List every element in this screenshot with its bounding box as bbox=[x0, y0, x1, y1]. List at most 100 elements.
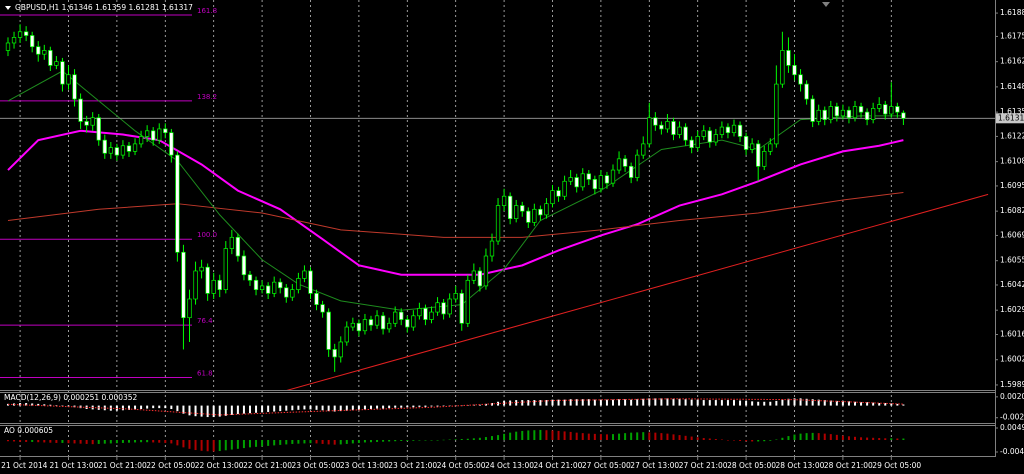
macd-bar bbox=[194, 405, 197, 417]
candle-body bbox=[453, 293, 458, 300]
candle-body bbox=[447, 298, 452, 315]
candle-body bbox=[151, 130, 156, 141]
y-tick-label: 0.00490 bbox=[1000, 423, 1024, 432]
macd-bar bbox=[799, 398, 802, 406]
ao-bar bbox=[412, 439, 415, 441]
ao-bar bbox=[841, 435, 844, 440]
macd-bar bbox=[739, 400, 742, 406]
macd-bar bbox=[261, 405, 264, 413]
macd-bar bbox=[569, 399, 572, 406]
x-tick-label: 21 Oct 21:00 bbox=[98, 461, 147, 470]
ao-bar bbox=[31, 439, 34, 442]
candle-body bbox=[417, 307, 422, 317]
ao-bar bbox=[394, 439, 397, 442]
candle-body bbox=[193, 270, 198, 300]
candle-body bbox=[707, 130, 712, 143]
ao-bar bbox=[872, 437, 875, 440]
ao-bar bbox=[351, 439, 354, 444]
macd-bar bbox=[43, 404, 46, 406]
macd-bar bbox=[363, 405, 366, 410]
x-tick-label: 22 Oct 13:00 bbox=[195, 461, 244, 470]
macd-bar bbox=[890, 403, 893, 406]
ao-bar bbox=[267, 439, 270, 446]
macd-bar bbox=[67, 405, 70, 407]
y-tick-label: 1.60555 bbox=[1000, 256, 1024, 265]
trendline bbox=[286, 193, 989, 390]
candle-body bbox=[798, 74, 803, 85]
ao-bar bbox=[369, 439, 372, 443]
ao-bar bbox=[472, 438, 475, 440]
ao-bar bbox=[49, 439, 52, 443]
candle-body bbox=[858, 106, 864, 113]
ao-bar bbox=[781, 437, 784, 440]
candle-body bbox=[163, 128, 168, 134]
ao-bar bbox=[763, 439, 766, 442]
ao-bar bbox=[103, 439, 106, 444]
macd-bar bbox=[866, 402, 869, 406]
candle-body bbox=[386, 322, 392, 330]
candle-body bbox=[477, 270, 483, 287]
ao-bar bbox=[648, 432, 651, 440]
macd-bar bbox=[291, 405, 294, 411]
ao-bar bbox=[291, 439, 294, 444]
macd-bar bbox=[684, 399, 687, 406]
candle-body bbox=[344, 326, 349, 343]
candle-body bbox=[544, 203, 549, 216]
candle-body bbox=[157, 128, 162, 141]
ao-bar bbox=[164, 439, 167, 443]
macd-bar bbox=[146, 405, 149, 409]
ao-bar bbox=[708, 438, 711, 440]
ao-bar bbox=[490, 436, 493, 440]
ao-bar bbox=[581, 433, 584, 440]
macd-bar bbox=[581, 399, 584, 406]
ao-bar bbox=[642, 432, 645, 440]
macd-bar bbox=[503, 400, 506, 406]
macd-bar bbox=[605, 399, 608, 406]
candle-body bbox=[247, 274, 253, 281]
y-tick-label: 1.61220 bbox=[1000, 131, 1024, 140]
macd-bar bbox=[775, 400, 778, 406]
ao-bar bbox=[67, 439, 70, 444]
macd-bar bbox=[61, 405, 64, 407]
frame bbox=[0, 0, 996, 457]
macd-bar bbox=[654, 398, 657, 406]
macd-bar bbox=[847, 401, 850, 406]
macd-bar bbox=[127, 405, 130, 410]
y-tick-label: 1.61085 bbox=[1000, 157, 1024, 166]
candle-body bbox=[441, 302, 446, 315]
ao-bar bbox=[194, 439, 197, 451]
macd-bar bbox=[242, 405, 245, 414]
macd-bar bbox=[345, 405, 348, 411]
candle-body bbox=[701, 130, 706, 137]
ao-bar bbox=[817, 433, 820, 440]
macd-bar bbox=[388, 405, 391, 409]
candle-body bbox=[78, 98, 83, 122]
ao-bar bbox=[448, 439, 451, 441]
candle-body bbox=[241, 255, 247, 276]
macd-bar bbox=[702, 400, 705, 406]
candle-body bbox=[538, 208, 543, 216]
ao-bar bbox=[109, 439, 112, 444]
macd-bar bbox=[902, 404, 905, 406]
y-tick-label: 1.61350 bbox=[1000, 107, 1024, 116]
macd-bar bbox=[509, 400, 512, 406]
y-tick-label: 1.60955 bbox=[1000, 181, 1024, 190]
x-tick-label: 24 Oct 13:00 bbox=[485, 461, 534, 470]
candle-body bbox=[175, 154, 180, 253]
ao-bar bbox=[206, 439, 209, 452]
macd-bar bbox=[521, 400, 524, 406]
candle-body bbox=[816, 109, 821, 122]
menu-triangle[interactable] bbox=[5, 6, 11, 10]
macd-bar bbox=[732, 400, 735, 406]
candle-body bbox=[259, 285, 265, 291]
ao-bar bbox=[896, 438, 899, 440]
macd-bar bbox=[436, 405, 439, 407]
candle-body bbox=[169, 132, 174, 156]
ao-bar bbox=[303, 439, 306, 444]
ao-bar bbox=[454, 439, 457, 440]
candle-body bbox=[290, 289, 295, 298]
candle-body bbox=[429, 311, 434, 320]
candle-body bbox=[114, 147, 120, 156]
candle-body bbox=[846, 109, 852, 119]
